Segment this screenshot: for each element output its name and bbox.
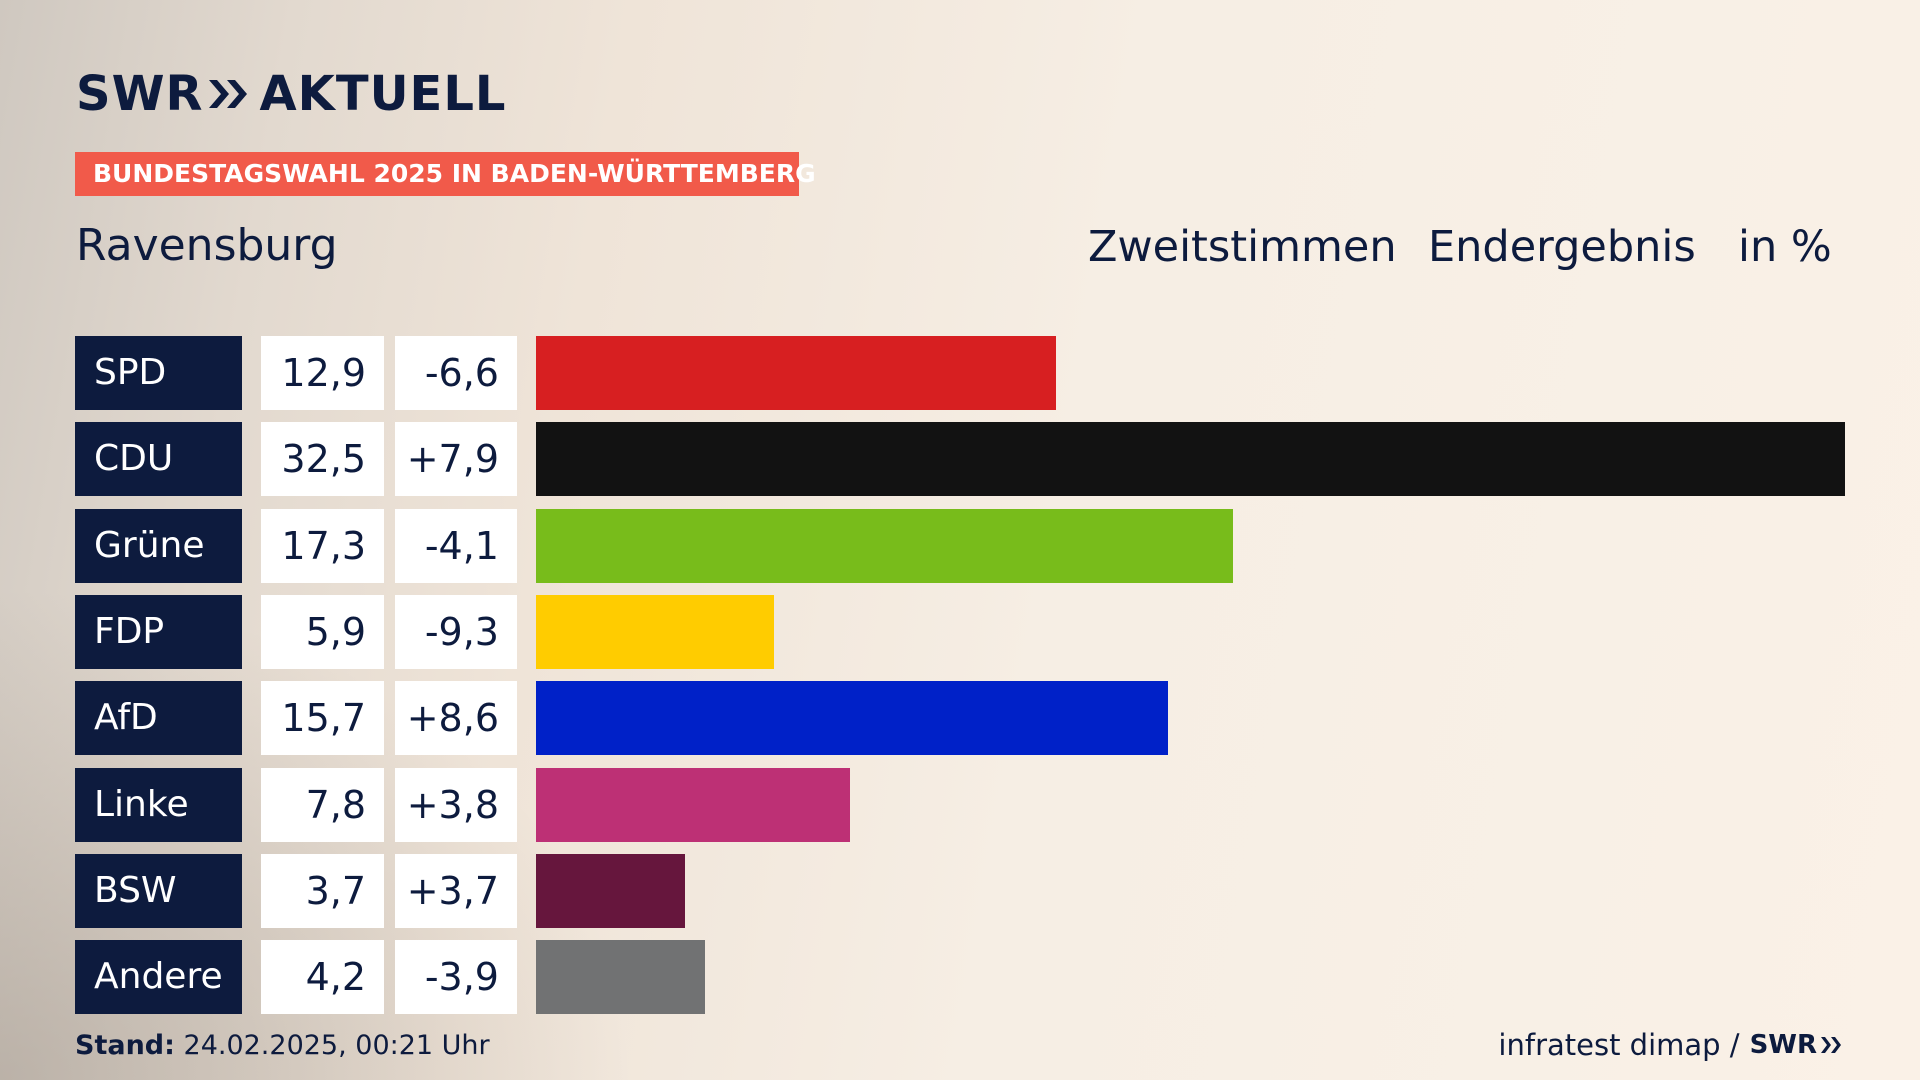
vote-change-value: +3,8 (395, 768, 517, 842)
vote-change-value: -6,6 (395, 336, 517, 410)
logo-swr-text: SWR (76, 66, 204, 122)
swr-aktuell-logo: SWR AKTUELL (76, 66, 507, 122)
result-bar (536, 681, 1168, 755)
result-bar (536, 595, 774, 669)
party-label: Grüne (75, 509, 242, 583)
vote-share-value: 5,9 (261, 595, 384, 669)
result-bar (536, 422, 1845, 496)
vote-share-value: 32,5 (261, 422, 384, 496)
party-label: SPD (75, 336, 242, 410)
timestamp-value: 24.02.2025, 00:21 Uhr (183, 1030, 490, 1061)
vote-change-value: -3,9 (395, 940, 517, 1014)
result-bar (536, 768, 850, 842)
party-label: Andere (75, 940, 242, 1014)
party-label: CDU (75, 422, 242, 496)
timestamp: Stand: 24.02.2025, 00:21 Uhr (75, 1030, 490, 1061)
vote-type-label: Zweitstimmen (1088, 222, 1397, 272)
vote-share-value: 3,7 (261, 854, 384, 928)
vote-change-value: +3,7 (395, 854, 517, 928)
vote-share-value: 12,9 (261, 336, 384, 410)
vote-share-value: 4,2 (261, 940, 384, 1014)
vote-change-value: +8,6 (395, 681, 517, 755)
vote-change-value: -9,3 (395, 595, 517, 669)
party-label: BSW (75, 854, 242, 928)
region-title: Ravensburg (76, 220, 338, 271)
result-bar (536, 940, 705, 1014)
double-chevron-icon (209, 80, 248, 108)
vote-change-value: -4,1 (395, 509, 517, 583)
result-bar (536, 509, 1233, 583)
result-bar (536, 854, 685, 928)
election-banner: BUNDESTAGSWAHL 2025 IN BADEN-WÜRTTEMBERG (75, 152, 816, 196)
party-label: FDP (75, 595, 242, 669)
footer-swr-logo: SWR (1749, 1030, 1817, 1060)
vote-share-value: 15,7 (261, 681, 384, 755)
result-type-label: Endergebnis (1428, 222, 1696, 272)
vote-share-value: 17,3 (261, 509, 384, 583)
source-credit: infratest dimap / SWR (1498, 1028, 1844, 1062)
result-bar (536, 336, 1056, 410)
footer-double-chevron-icon (1821, 1037, 1841, 1053)
unit-label: in % (1738, 222, 1832, 272)
vote-change-value: +7,9 (395, 422, 517, 496)
timestamp-label: Stand: (75, 1030, 175, 1061)
party-label: AfD (75, 681, 242, 755)
party-label: Linke (75, 768, 242, 842)
vote-share-value: 7,8 (261, 768, 384, 842)
source-text: infratest dimap / (1498, 1028, 1740, 1062)
logo-aktuell-text: AKTUELL (259, 66, 507, 122)
